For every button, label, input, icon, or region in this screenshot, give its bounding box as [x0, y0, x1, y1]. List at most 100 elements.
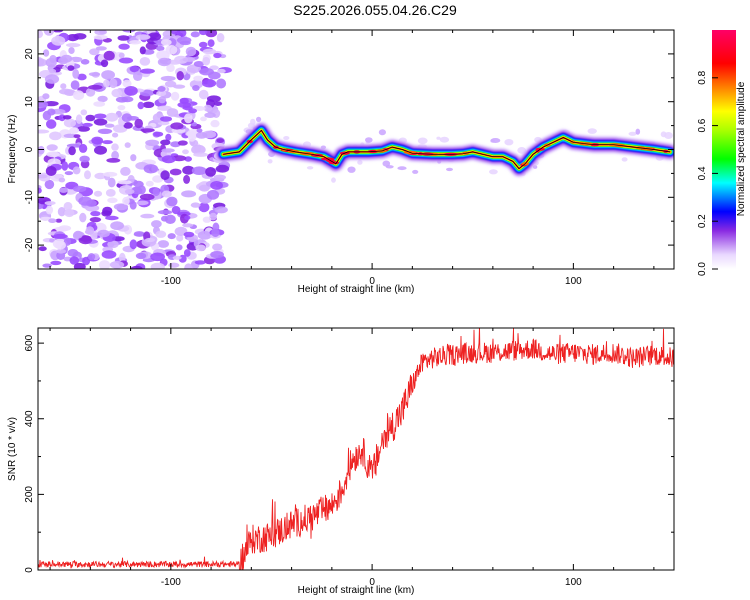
noise-blob [183, 249, 191, 257]
noise-blob [213, 174, 226, 181]
noise-blob [59, 187, 68, 193]
noise-blob [436, 136, 441, 140]
noise-blob [88, 72, 101, 77]
snr-panel: -100 0 100 0 200 400 600 Height of straight l… [7, 327, 675, 596]
noise-blob [67, 249, 79, 257]
spectrogram-carrier-track [215, 122, 674, 177]
noise-blob [182, 223, 194, 228]
noise-blob [145, 139, 160, 146]
noise-blob [38, 246, 47, 252]
noise-blob [147, 32, 162, 41]
noise-blob [199, 30, 208, 36]
noise-blob [166, 196, 178, 207]
noise-blob [157, 86, 166, 92]
noise-blob [79, 155, 90, 163]
noise-blob [490, 138, 501, 143]
noise-blob [73, 230, 83, 239]
noise-blob [182, 149, 189, 155]
noise-blob [97, 128, 113, 134]
noise-blob [188, 108, 198, 114]
colorbar-tick-label: 0.4 [697, 166, 708, 180]
noise-blob [202, 48, 217, 55]
noise-blob [209, 212, 217, 221]
noise-blob [216, 138, 225, 144]
colorbar-tick-label: 0.8 [697, 70, 708, 84]
noise-blob [64, 208, 75, 218]
noise-blob [78, 196, 93, 206]
noise-blob [103, 171, 118, 177]
noise-blob [111, 143, 119, 151]
noise-blob [53, 227, 68, 232]
noise-blob [195, 132, 208, 139]
noise-blob [89, 48, 100, 56]
noise-blob [97, 95, 108, 103]
noise-blob [306, 166, 314, 170]
noise-blob [117, 35, 130, 41]
noise-blob [62, 115, 72, 120]
noise-blob [134, 118, 143, 129]
noise-blob [140, 68, 155, 74]
noise-blob [105, 189, 116, 197]
noise-blob [133, 231, 145, 237]
noise-blob [88, 84, 103, 90]
noise-blob [49, 131, 62, 141]
noise-blob [135, 252, 147, 260]
noise-blob [210, 251, 225, 259]
noise-blob [129, 201, 137, 210]
noise-blob [166, 64, 175, 72]
noise-blob [140, 128, 155, 133]
noise-blob [85, 114, 96, 122]
noise-blob [250, 118, 256, 126]
colorbar-gradient [712, 30, 736, 269]
noise-blob [58, 177, 66, 183]
noise-blob [67, 65, 75, 71]
noise-blob [79, 235, 92, 242]
noise-blob [129, 65, 139, 73]
noise-blob [347, 166, 356, 173]
noise-blob [150, 262, 165, 269]
noise-blob [150, 252, 166, 262]
noise-blob [66, 43, 81, 48]
y-tick-label: -20 [24, 237, 35, 252]
snr-x-label: Height of straight line (km) [298, 585, 415, 596]
carrier-track-line [223, 129, 671, 170]
spectrogram-y-label: Frequency (Hz) [7, 115, 18, 184]
noise-blob [133, 71, 143, 81]
noise-blob [209, 65, 219, 70]
noise-blob [93, 190, 103, 197]
noise-blob [66, 143, 81, 148]
noise-blob [45, 205, 54, 215]
noise-blob [123, 122, 133, 129]
noise-blob [213, 101, 223, 106]
y-tick-label: 600 [24, 334, 35, 351]
noise-blob [93, 118, 108, 126]
noise-blob [59, 88, 73, 95]
colorbar-tick-label: 0.0 [697, 262, 708, 276]
noise-blob [122, 196, 130, 205]
noise-blob [151, 220, 162, 228]
noise-blob [45, 166, 57, 176]
noise-blob [152, 187, 160, 197]
y-tick-label: 0 [24, 567, 35, 573]
noise-blob [378, 129, 386, 136]
noise-blob [157, 240, 169, 248]
noise-blob [70, 80, 80, 90]
x-tick-label: 0 [369, 276, 375, 287]
noise-blob [94, 113, 107, 119]
noise-blob [156, 45, 165, 52]
y-tick-label: 20 [24, 48, 35, 60]
noise-blob [165, 133, 172, 141]
noise-blob [205, 167, 217, 177]
x-tick-label: 100 [565, 577, 582, 588]
noise-blob [160, 75, 176, 82]
noise-blob [110, 221, 124, 231]
noise-blob [80, 59, 90, 65]
noise-blob [199, 184, 210, 192]
noise-blob [82, 122, 93, 127]
noise-blob [213, 52, 222, 59]
noise-blob [161, 155, 176, 164]
noise-blob [44, 201, 56, 206]
noise-blob [72, 69, 80, 79]
noise-blob [206, 189, 220, 200]
